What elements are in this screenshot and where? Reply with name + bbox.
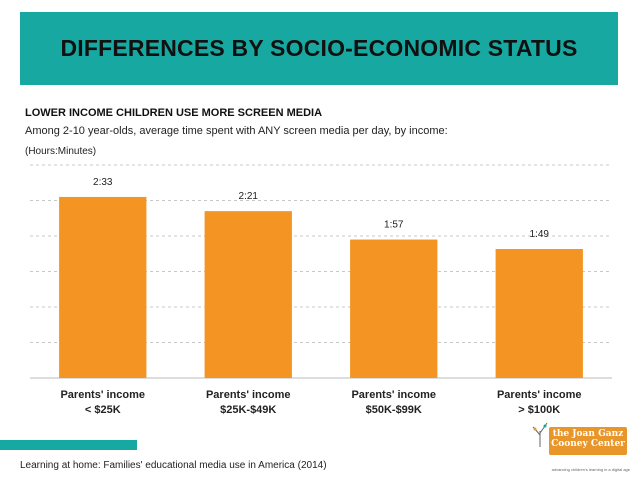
logo-tagline: advancing children's learning in a digit… (551, 467, 630, 472)
logo-tree-icon (532, 422, 548, 447)
cooney-center-logo: the Joan Ganz Cooney Center advancing ch… (512, 419, 630, 474)
category-label: $50K-$99K (366, 404, 422, 416)
units-label: (Hours:Minutes) (25, 146, 97, 157)
title-banner: DIFFERENCES BY SOCIO-ECONOMIC STATUS (20, 12, 618, 85)
data-label: 2:21 (239, 191, 259, 202)
chart-description: Among 2-10 year-olds, average time spent… (25, 125, 448, 137)
page-title: DIFFERENCES BY SOCIO-ECONOMIC STATUS (60, 35, 578, 61)
category-label: Parents' income (497, 389, 582, 401)
bar (350, 239, 438, 378)
bar (59, 196, 147, 378)
logo-line2: Cooney Center (551, 439, 625, 449)
logo-badge: the Joan Ganz Cooney Center (549, 427, 627, 455)
category-label: Parents' income (206, 389, 291, 401)
bar (495, 249, 583, 378)
category-label: < $25K (85, 404, 121, 416)
category-label: Parents' income (60, 389, 145, 401)
category-label: Parents' income (351, 389, 436, 401)
data-label: 1:57 (384, 220, 404, 231)
data-label: 1:49 (530, 229, 550, 240)
category-label: > $100K (518, 404, 560, 416)
accent-bar (0, 440, 137, 450)
data-label: 2:33 (93, 177, 113, 188)
category-label: $25K-$49K (220, 404, 276, 416)
bar (204, 211, 292, 378)
bar-chart: 2:33 Parents' income < $25K 2:21 Parents' in… (30, 164, 612, 416)
source-citation: Learning at home: Families' educational … (20, 460, 327, 471)
chart-subtitle: LOWER INCOME CHILDREN USE MORE SCREEN ME… (25, 107, 323, 119)
logo-line1: the Joan Ganz (552, 429, 624, 439)
